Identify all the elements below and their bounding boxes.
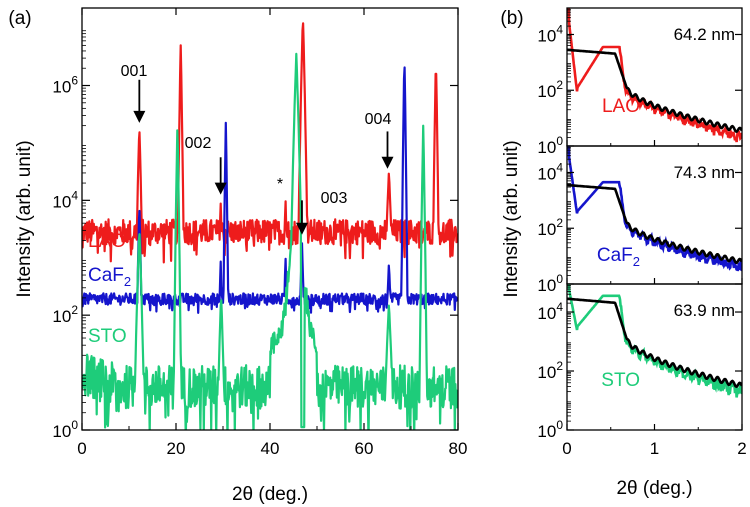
y-tick-label-b-base: 10 [537,363,556,382]
peak-star-label: * [277,176,283,193]
series-line-lao [82,22,458,264]
series-line-caf2 [82,66,458,314]
panel-label-a: (a) [8,8,31,29]
y-tick-label-b: 104 [537,300,563,323]
thickness-label-caf2: 74.3 nm [674,163,735,182]
x-tick-label-a: 0 [77,439,86,458]
reflection-arrowhead-003 [295,222,308,235]
y-tick-label-b-exp: 4 [556,300,563,314]
y-tick-label-b: 102 [537,359,563,382]
y-tick-label-b: 102 [537,78,563,101]
y-tick-label-b: 100 [537,134,563,157]
sample-label-sto: STO [601,370,640,391]
reflection-label-004: 004 [365,111,392,128]
reflection-label-001: 001 [121,63,148,80]
x-tick-label-a: 80 [449,439,468,458]
y-tick-label-b-exp: 2 [556,216,563,230]
fit-curve-caf2 [567,183,742,265]
y-tick-label-b-base: 10 [537,82,556,101]
sample-label-caf2: CaF2 [597,245,640,269]
fit-curve-lao [567,48,742,133]
thickness-label-sto: 63.9 nm [674,301,735,320]
sample-label-lao: LAO [602,96,640,117]
y-tick-label-a: 100 [52,418,78,441]
y-tick-label-b-base: 10 [537,164,556,183]
x-tick-label-b: 0 [562,439,571,458]
y-tick-label-a-base: 10 [52,192,71,211]
series-label-main: STO [88,326,127,347]
y-tick-label-b-exp: 2 [556,359,563,373]
plot-area-b-lao [567,8,742,143]
y-tick-label-b-exp: 2 [556,78,563,92]
x-axis-label-b: 2θ (deg.) [616,478,692,499]
x-tick-label-a: 20 [167,439,186,458]
x-tick-label-a: 60 [355,439,374,458]
y-tick-label-a: 104 [52,188,78,211]
y-axis-label-b: Intensity (arb. unit) [501,140,522,297]
y-tick-label-b-base: 10 [537,26,556,45]
y-tick-label-b-exp: 0 [556,272,563,286]
reflection-label-003: 003 [321,190,348,207]
series-label-caf2: CaF2 [88,265,131,289]
reflection-arrowhead-001 [133,110,146,123]
y-tick-label-b-base: 10 [537,422,556,441]
fit-curve-sto [567,297,742,389]
y-tick-label-a: 106 [52,74,78,97]
y-tick-label-a-exp: 6 [71,74,78,88]
plot-area-b-sto [567,284,742,398]
x-tick-label-a: 40 [261,439,280,458]
measured-curve-caf2 [567,146,742,272]
y-tick-label-a-base: 10 [52,78,71,97]
y-tick-label-b: 102 [537,216,563,239]
series-label-main: CaF [88,265,124,286]
y-tick-label-a-base: 10 [52,307,71,326]
y-tick-label-b-exp: 0 [556,418,563,432]
y-axis-label-a: Intensity (arb. unit) [14,140,35,297]
series-label-main: LAO [88,231,126,252]
y-tick-label-b: 104 [537,22,563,45]
x-tick-label-b: 1 [650,439,659,458]
reflection-arrowhead-004 [381,156,394,169]
series-label-lao: LAO [88,231,126,252]
y-tick-label-b-exp: 0 [556,134,563,148]
sample-label-main: CaF [597,245,633,266]
y-tick-label-b-exp: 4 [556,160,563,174]
x-tick-label-b: 2 [737,439,746,458]
y-tick-label-b-base: 10 [537,220,556,239]
series-label-sub: 2 [124,274,131,289]
plot-area-b-caf2 [567,146,742,272]
reflection-arrowhead-002 [214,182,227,195]
measured-curve-sto [567,284,742,398]
y-tick-label-a-exp: 2 [71,303,78,317]
y-tick-label-a-base: 10 [52,422,71,441]
y-tick-label-b-exp: 4 [556,22,563,36]
y-tick-label-b-base: 10 [537,304,556,323]
y-tick-label-a-exp: 4 [71,188,78,202]
y-tick-label-b-base: 10 [537,138,556,157]
reflection-label-002: 002 [185,135,212,152]
y-tick-label-a-exp: 0 [71,418,78,432]
y-tick-label-b-base: 10 [537,276,556,295]
plot-area-a [82,22,458,430]
y-tick-label-b: 100 [537,418,563,441]
series-label-sto: STO [88,326,127,347]
y-tick-label-b: 104 [537,160,563,183]
sample-label-sub: 2 [633,254,640,269]
series-line-sto [82,52,458,430]
thickness-label-lao: 64.2 nm [674,25,735,44]
panel-label-b: (b) [500,8,523,29]
x-axis-label-a: 2θ (deg.) [232,484,308,505]
y-tick-label-b: 100 [537,272,563,295]
y-tick-label-a: 102 [52,303,78,326]
measured-curve-lao [567,8,742,143]
